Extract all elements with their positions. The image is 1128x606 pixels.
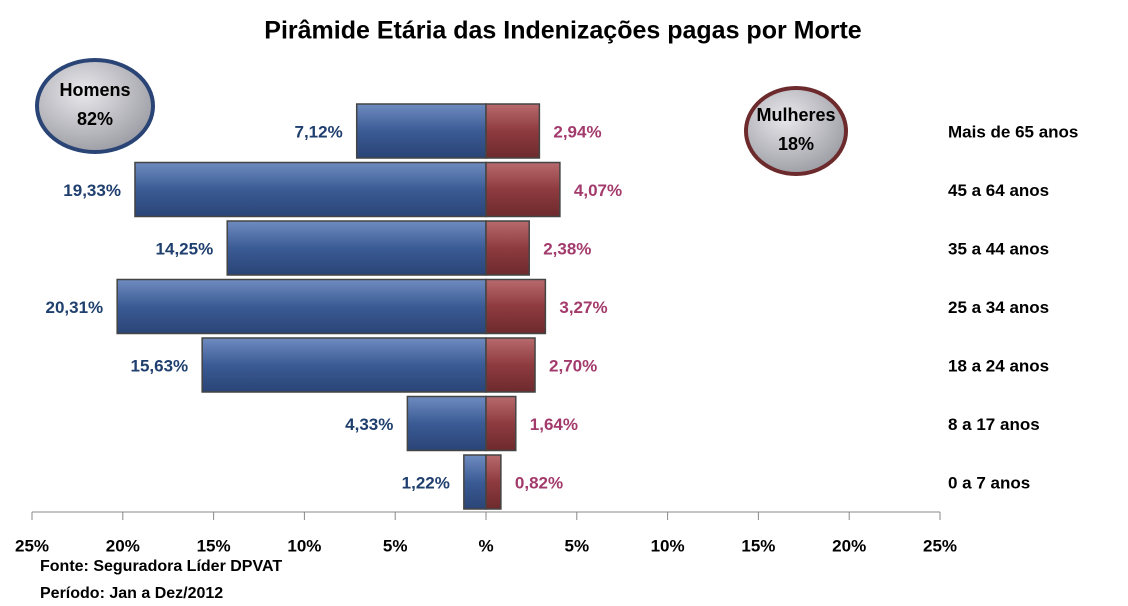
x-tick-label: 20% xyxy=(832,536,866,555)
category-label: 25 a 34 anos xyxy=(948,298,1049,317)
total-bubble xyxy=(35,58,155,154)
bar xyxy=(485,395,517,452)
period-note: Período: Jan a Dez/2012 xyxy=(40,585,223,602)
value-label: 14,25% xyxy=(156,239,214,258)
x-tick-label: 25% xyxy=(15,536,49,555)
source-note: Fonte: Seguradora Líder DPVAT xyxy=(40,558,282,575)
series-total: 18% xyxy=(778,134,814,154)
value-label: 2,70% xyxy=(549,356,597,375)
total-bubble xyxy=(744,86,848,176)
series-total: 82% xyxy=(77,109,113,129)
value-label: 1,22% xyxy=(402,473,450,492)
value-label: 19,33% xyxy=(63,181,121,200)
bar xyxy=(226,220,487,276)
x-tick-label: 5% xyxy=(565,536,590,555)
category-label: 0 a 7 anos xyxy=(948,473,1030,492)
category-label: 8 a 17 anos xyxy=(948,415,1040,434)
bar xyxy=(406,395,487,452)
x-tick-label: 10% xyxy=(651,536,685,555)
value-label: 1,64% xyxy=(530,415,578,434)
category-label: 18 a 24 anos xyxy=(948,356,1049,375)
chart-title: Pirâmide Etária das Indenizações pagas p… xyxy=(264,17,862,45)
value-label: 4,07% xyxy=(574,181,622,200)
category-label: 45 a 64 anos xyxy=(948,181,1049,200)
x-tick-label: % xyxy=(478,536,493,555)
bar xyxy=(134,161,487,218)
bar xyxy=(201,337,487,393)
bar xyxy=(485,103,541,159)
bar xyxy=(485,337,536,393)
category-label: 35 a 44 anos xyxy=(948,239,1049,258)
bar xyxy=(355,103,487,159)
value-label: 2,94% xyxy=(553,122,601,141)
value-label: 3,27% xyxy=(559,298,607,317)
bar xyxy=(463,454,487,510)
bar xyxy=(116,278,487,335)
x-tick-label: 25% xyxy=(923,536,957,555)
bar xyxy=(485,278,547,335)
x-tick-label: 10% xyxy=(287,536,321,555)
bar xyxy=(485,454,502,510)
x-tick-label: 20% xyxy=(106,536,140,555)
series-name: Homens xyxy=(59,80,130,100)
bar xyxy=(485,161,561,218)
series-name: Mulheres xyxy=(756,105,835,125)
value-label: 15,63% xyxy=(130,356,188,375)
value-label: 4,33% xyxy=(345,415,393,434)
x-tick-label: 15% xyxy=(197,536,231,555)
value-label: 2,38% xyxy=(543,239,591,258)
category-label: Mais de 65 anos xyxy=(948,122,1078,141)
value-label: 20,31% xyxy=(45,298,103,317)
value-label: 0,82% xyxy=(515,473,563,492)
value-label: 7,12% xyxy=(294,122,342,141)
x-tick-label: 5% xyxy=(383,536,408,555)
bar xyxy=(485,220,530,276)
x-tick-label: 15% xyxy=(741,536,775,555)
